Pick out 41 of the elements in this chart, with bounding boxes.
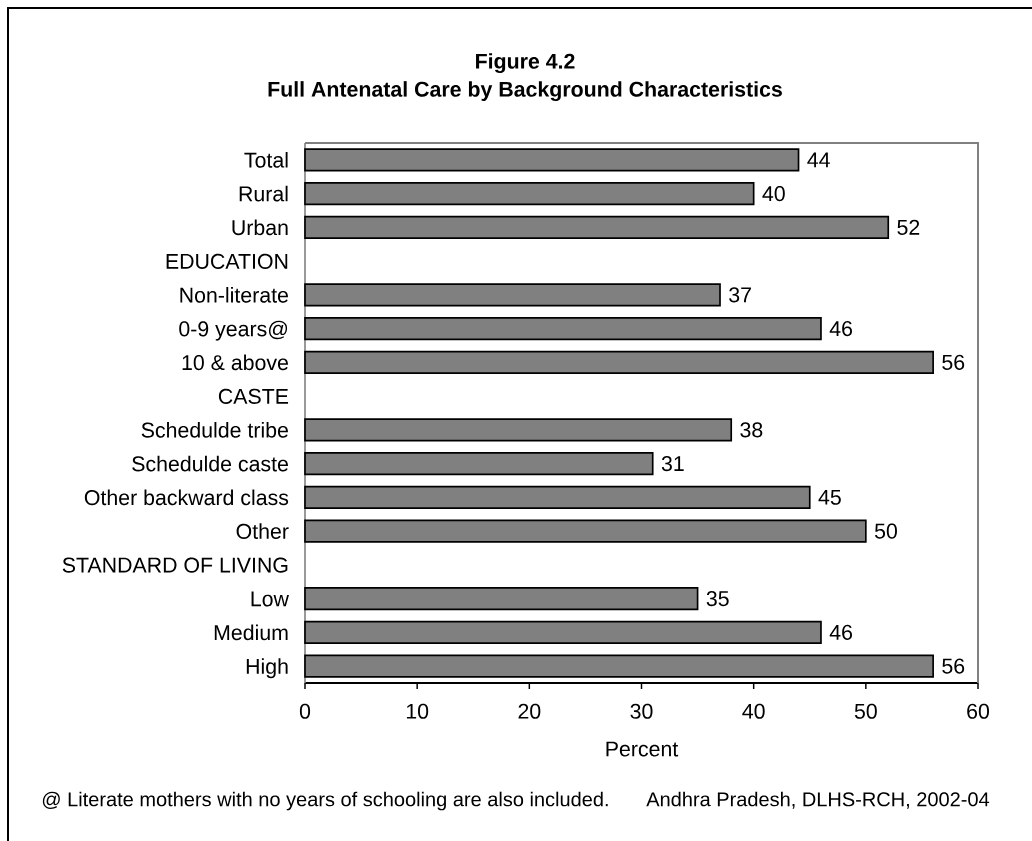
data-label: 44 xyxy=(807,152,830,168)
data-label: 31 xyxy=(661,456,684,472)
y-tick-label: Other xyxy=(236,523,289,539)
y-tick-label: Other backward class xyxy=(84,489,289,506)
data-label: 35 xyxy=(706,591,729,607)
x-tick-label: 20 xyxy=(518,703,541,719)
x-tick-label: 60 xyxy=(967,703,990,719)
y-tick-label: Medium xyxy=(214,624,288,641)
x-tick-label: 0 xyxy=(299,703,311,719)
x-tick-label: 50 xyxy=(854,703,877,719)
data-label: 50 xyxy=(874,523,897,539)
text: @ Literate mothers with no years of schooling are also included. xyxy=(42,791,608,811)
y-tick-label: Low xyxy=(251,591,289,607)
y-tick-label: EDUCATION xyxy=(166,253,288,269)
y-tick-label: Urban xyxy=(232,219,288,236)
y-tick-label: Schedulde tribe xyxy=(141,422,288,438)
y-tick-label: Non-literate xyxy=(180,287,288,303)
chart-subtitle: Full Antenatal Care by Background Characteristics xyxy=(268,81,782,102)
data-label: 56 xyxy=(942,658,965,674)
chart-title: Figure 4.2 xyxy=(476,53,575,74)
x-tick-label: 40 xyxy=(742,703,765,719)
y-tick-label: 10 & above xyxy=(182,354,288,371)
data-label: 38 xyxy=(740,422,763,438)
x-axis-title: Percent xyxy=(606,741,679,757)
text: Andhra Pradesh, DLHS-RCH, 2002-04 xyxy=(646,791,990,809)
y-tick-label: Total xyxy=(244,152,288,168)
data-label: 37 xyxy=(729,287,751,303)
data-label: 46 xyxy=(829,624,853,640)
data-label: 56 xyxy=(942,354,965,370)
y-tick-label: Rural xyxy=(239,185,288,202)
data-label: 52 xyxy=(897,219,920,235)
y-tick-label: STANDARD OF LIVING xyxy=(62,557,288,573)
y-tick-label: Schedulde caste xyxy=(132,455,288,472)
data-label: 45 xyxy=(818,489,841,505)
data-label: 40 xyxy=(762,186,785,202)
x-tick-label: 30 xyxy=(630,703,653,719)
y-tick-label: CASTE xyxy=(218,388,289,404)
x-tick-label: 10 xyxy=(406,703,429,719)
y-tick-label: 0-9 years@ xyxy=(179,320,288,341)
data-label: 46 xyxy=(829,321,853,337)
y-tick-label: High xyxy=(246,658,288,679)
